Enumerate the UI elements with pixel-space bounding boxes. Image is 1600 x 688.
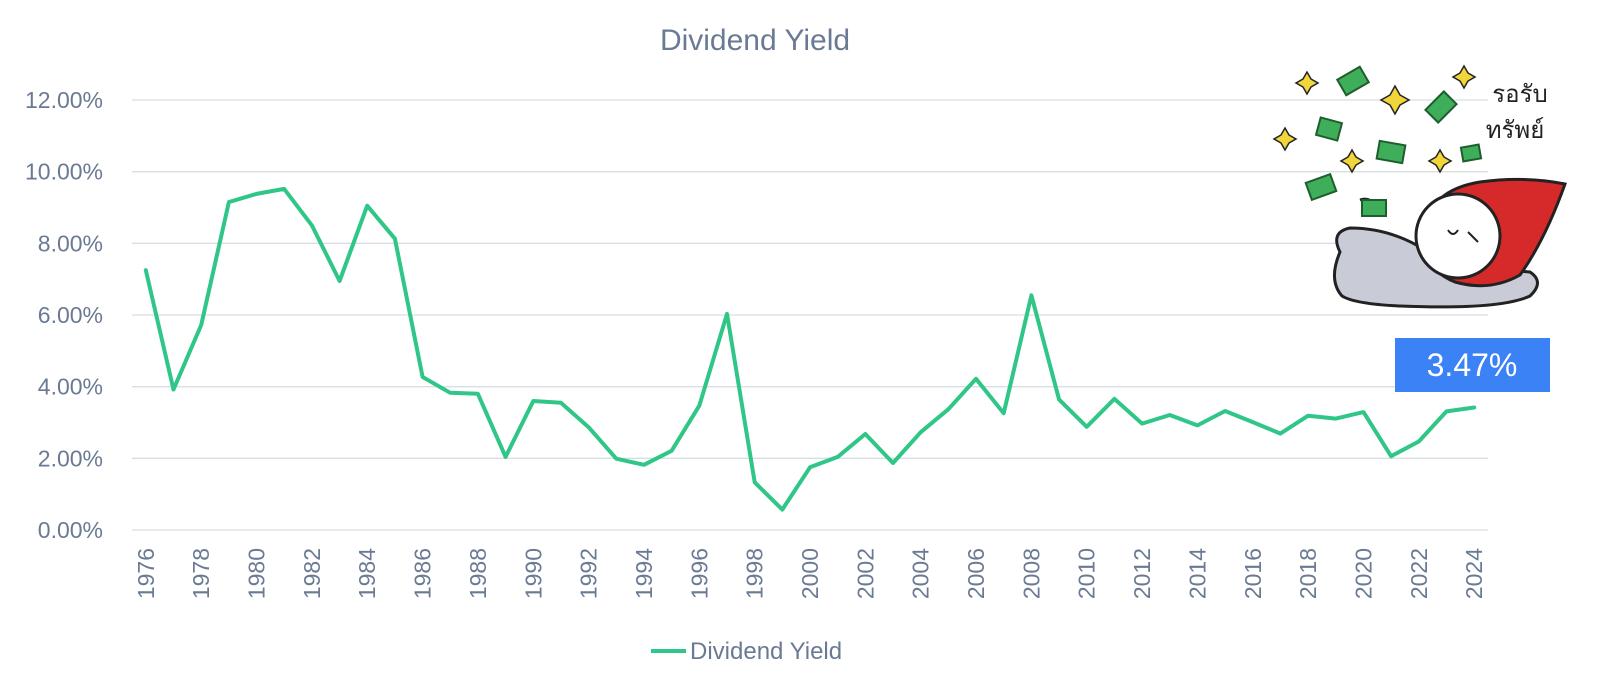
x-tick-label: 1984 <box>354 548 380 599</box>
held-banknote-icon <box>1361 199 1387 217</box>
x-axis-ticks: 1976 1978 1980 1982 1984 1986 1988 1990 1992 1994… <box>133 548 1487 599</box>
y-tick-label: 12.00% <box>25 87 103 113</box>
series-line-dividend-yield <box>143 186 1477 512</box>
value-callout: 3.47% <box>1395 338 1550 392</box>
x-tick-label: 2006 <box>963 548 989 599</box>
series-layer <box>143 186 1477 512</box>
x-tick-label: 1978 <box>188 548 214 599</box>
x-tick-label: 2024 <box>1461 548 1487 599</box>
y-tick-label: 10.00% <box>25 159 103 185</box>
legend: Dividend Yield <box>651 638 842 665</box>
x-tick-label: 2012 <box>1129 548 1155 599</box>
y-tick-label: 4.00% <box>38 374 103 400</box>
sticker-text-line2: ทรัพย์ <box>1486 116 1545 144</box>
x-tick-label: 2022 <box>1406 548 1432 599</box>
y-tick-label: 6.00% <box>38 302 103 328</box>
grid-lines <box>132 99 1488 531</box>
x-tick-label: 2004 <box>908 548 934 599</box>
y-axis-ticks: 0.00% 2.00% 4.00% 6.00% 8.00% 10.00% 12.00% <box>25 87 103 543</box>
x-tick-label: 1996 <box>686 548 712 599</box>
y-tick-label: 0.00% <box>38 517 103 543</box>
x-tick-label: 2010 <box>1074 548 1100 599</box>
sparkle-icon <box>1272 64 1477 174</box>
x-tick-label: 1998 <box>742 548 768 599</box>
x-tick-label: 2014 <box>1184 548 1210 599</box>
x-tick-label: 1992 <box>576 548 602 599</box>
banknote-icon <box>1304 65 1483 202</box>
x-tick-label: 1988 <box>465 548 491 599</box>
x-tick-label: 1982 <box>299 548 325 599</box>
value-callout-label: 3.47% <box>1427 347 1518 383</box>
character-face <box>1447 229 1479 243</box>
x-tick-label: 1976 <box>133 548 159 599</box>
value-callout-box <box>1395 338 1550 392</box>
sticker-text-line1: รอรับ <box>1492 80 1547 108</box>
x-tick-label: 2020 <box>1350 548 1376 599</box>
x-tick-label: 1980 <box>244 548 270 599</box>
legend-label: Dividend Yield <box>690 638 842 665</box>
sticker-illustration: รอรับ ทรัพย์ <box>1272 64 1567 309</box>
x-tick-label: 1994 <box>631 548 657 599</box>
x-tick-label: 2000 <box>797 548 823 599</box>
x-tick-label: 2002 <box>852 548 878 599</box>
y-tick-label: 8.00% <box>38 230 103 256</box>
chart-title: Dividend Yield <box>660 24 850 57</box>
x-tick-label: 2018 <box>1295 548 1321 599</box>
y-tick-label: 2.00% <box>38 445 103 471</box>
x-tick-label: 2008 <box>1018 548 1044 599</box>
x-tick-label: 1986 <box>410 548 436 599</box>
x-tick-label: 2016 <box>1240 548 1266 599</box>
character-head <box>1414 192 1502 280</box>
x-tick-label: 1990 <box>520 548 546 599</box>
